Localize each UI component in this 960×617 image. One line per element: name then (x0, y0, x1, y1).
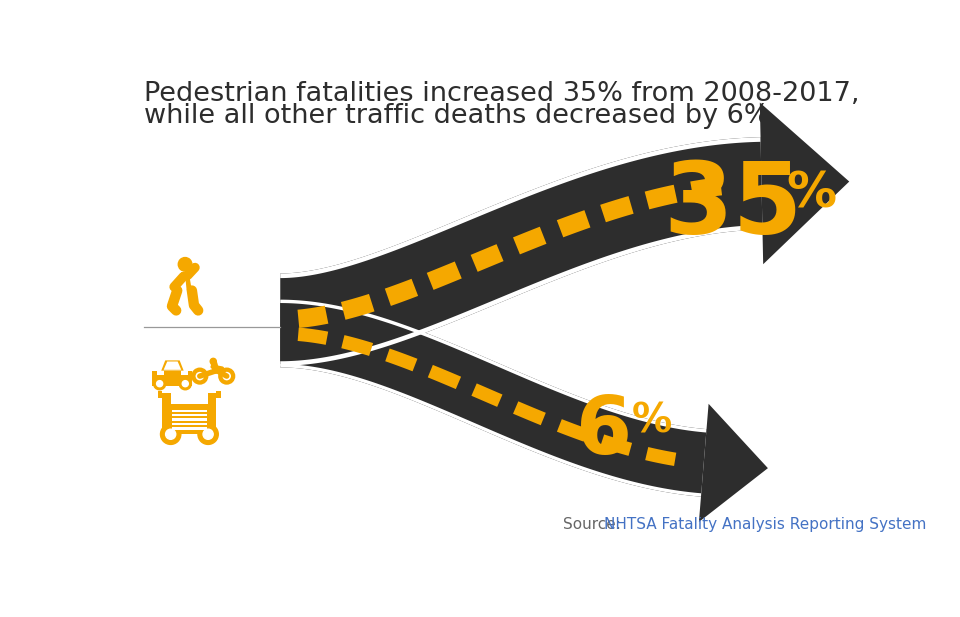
Polygon shape (280, 300, 707, 497)
Text: Source:: Source: (563, 517, 621, 532)
Bar (181, 371, 187, 375)
Circle shape (210, 358, 216, 365)
Circle shape (198, 424, 218, 444)
Bar (207, 424, 216, 434)
Polygon shape (280, 137, 762, 366)
Bar (172, 410, 207, 412)
Polygon shape (172, 272, 192, 291)
Polygon shape (699, 404, 768, 522)
Bar (172, 427, 207, 429)
Polygon shape (280, 300, 707, 433)
Circle shape (156, 381, 162, 387)
Bar (172, 414, 207, 416)
Text: while all other traffic deaths decreased by 6%.: while all other traffic deaths decreased… (144, 102, 779, 128)
Text: Pedestrian fatalities increased 35% from 2008-2017,: Pedestrian fatalities increased 35% from… (144, 81, 859, 107)
Text: 35: 35 (663, 158, 803, 255)
Polygon shape (280, 137, 760, 278)
Bar (157, 371, 163, 375)
Text: %: % (632, 401, 672, 441)
Text: NHTSA Fatality Analysis Reporting System: NHTSA Fatality Analysis Reporting System (604, 517, 926, 532)
Bar (216, 391, 221, 398)
Bar (172, 424, 181, 434)
Circle shape (182, 381, 188, 387)
Bar (172, 423, 207, 425)
Polygon shape (280, 225, 762, 366)
Bar (172, 418, 207, 421)
Circle shape (154, 378, 166, 390)
Text: 6: 6 (576, 393, 633, 471)
Polygon shape (161, 360, 183, 371)
Circle shape (179, 257, 192, 271)
Bar (157, 391, 162, 398)
Circle shape (180, 378, 191, 390)
Circle shape (165, 429, 176, 439)
Polygon shape (163, 362, 181, 370)
Bar (153, 371, 192, 386)
Circle shape (203, 429, 213, 439)
Bar (162, 392, 216, 434)
Polygon shape (280, 364, 701, 497)
Circle shape (160, 424, 180, 444)
Bar (171, 391, 208, 404)
Text: %: % (786, 170, 836, 217)
Polygon shape (759, 102, 850, 264)
